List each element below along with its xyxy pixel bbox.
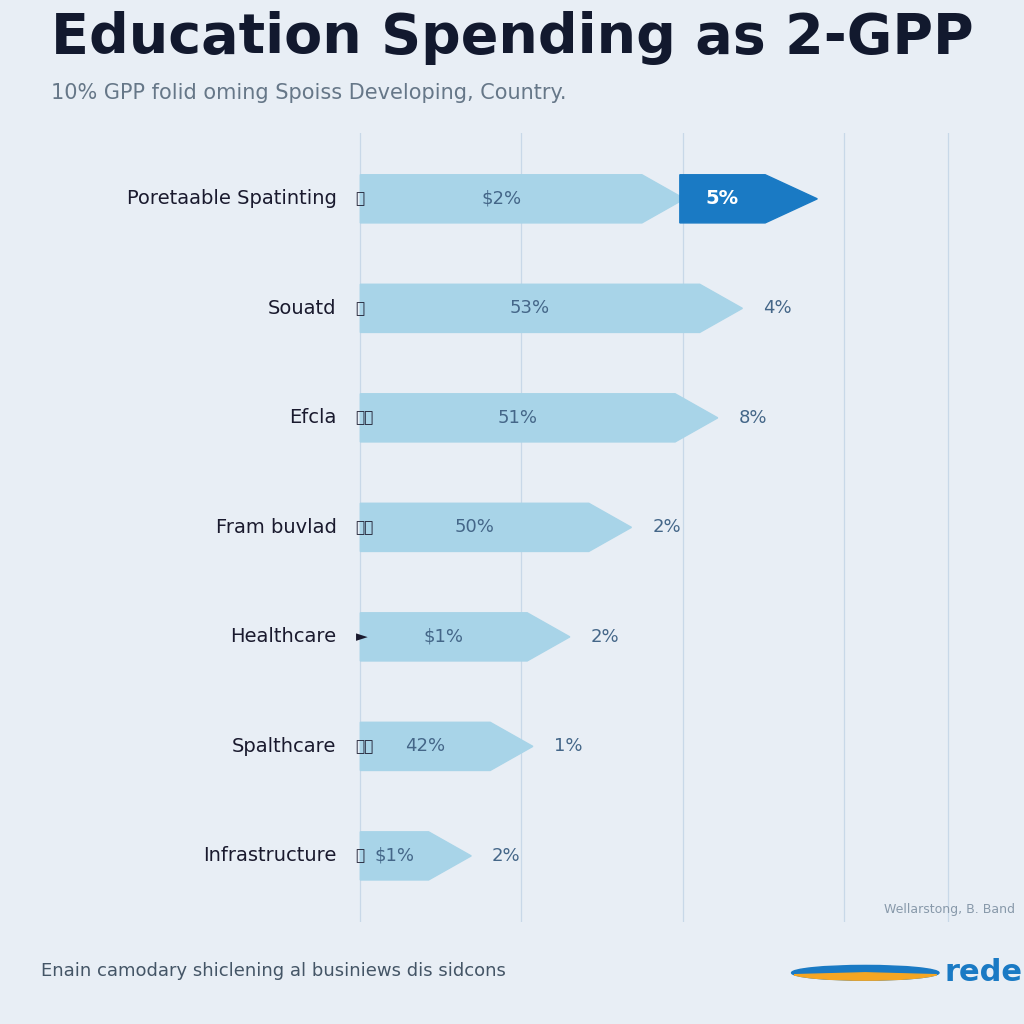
Text: 53%: 53%: [510, 299, 550, 317]
Text: Poretaable Spatinting: Poretaable Spatinting: [127, 189, 337, 208]
Text: 🚩: 🚩: [355, 849, 365, 863]
Polygon shape: [360, 394, 718, 442]
Text: 🚩: 🚩: [355, 301, 365, 315]
Text: Wellarstong, B. Band: Wellarstong, B. Band: [884, 903, 1015, 916]
Circle shape: [792, 966, 939, 980]
Polygon shape: [360, 503, 632, 552]
Text: 🪙: 🪙: [355, 191, 365, 206]
Text: 5%: 5%: [706, 189, 739, 208]
Text: 🇫🇷: 🇫🇷: [355, 411, 374, 425]
Wedge shape: [794, 973, 937, 980]
Text: Souatd: Souatd: [268, 299, 337, 317]
Text: 1%: 1%: [554, 737, 583, 756]
Text: ►: ►: [355, 630, 368, 644]
Text: 8%: 8%: [738, 409, 767, 427]
Polygon shape: [360, 722, 532, 770]
Text: 🇺🇸: 🇺🇸: [355, 520, 374, 535]
Text: Infrastructure: Infrastructure: [203, 847, 337, 865]
Polygon shape: [360, 612, 569, 660]
Text: 4%: 4%: [763, 299, 792, 317]
Polygon shape: [360, 175, 685, 223]
Text: 2%: 2%: [591, 628, 620, 646]
Text: Fram buvlad: Fram buvlad: [216, 518, 337, 537]
Polygon shape: [680, 175, 817, 223]
Text: 42%: 42%: [406, 737, 445, 756]
Text: redens: redens: [944, 958, 1024, 987]
Polygon shape: [360, 831, 471, 880]
Text: 2%: 2%: [652, 518, 681, 537]
Text: 51%: 51%: [498, 409, 538, 427]
Text: $2%: $2%: [481, 189, 521, 208]
Text: 🇲🇽: 🇲🇽: [355, 739, 374, 754]
Text: Education Spending as 2-GPP: Education Spending as 2-GPP: [51, 10, 974, 65]
Text: Healthcare: Healthcare: [230, 628, 337, 646]
Text: 50%: 50%: [455, 518, 495, 537]
Text: Efcla: Efcla: [289, 409, 337, 427]
Text: 2%: 2%: [493, 847, 521, 865]
Text: $1%: $1%: [375, 847, 415, 865]
Text: Enain camodary shiclening al businiews dis sidcons: Enain camodary shiclening al businiews d…: [41, 962, 506, 980]
Text: Spalthcare: Spalthcare: [232, 737, 337, 756]
Text: $1%: $1%: [424, 628, 464, 646]
Text: 10% GPP folid oming Spoiss Developing, Country.: 10% GPP folid oming Spoiss Developing, C…: [51, 83, 566, 102]
Polygon shape: [360, 285, 742, 333]
